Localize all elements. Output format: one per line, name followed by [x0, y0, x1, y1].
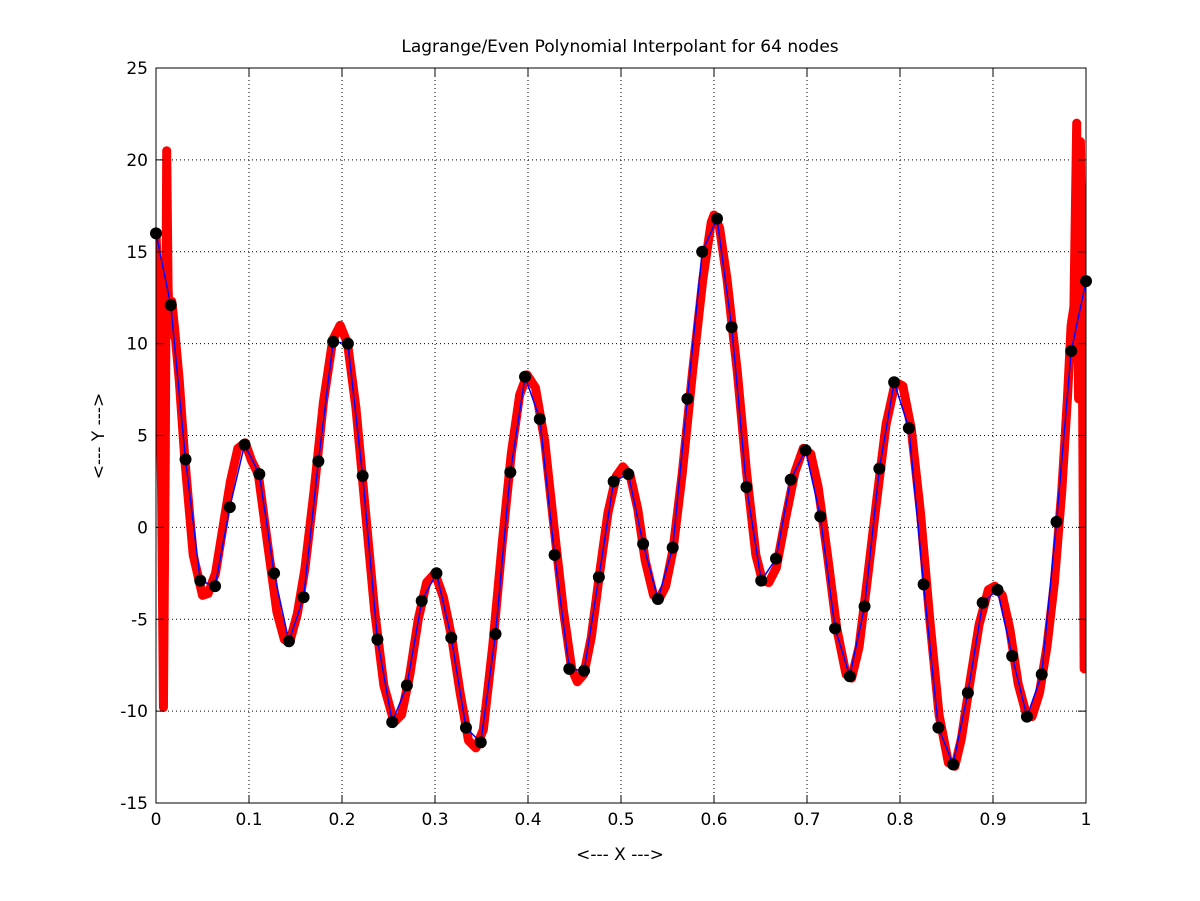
node-marker [902, 422, 915, 435]
node-marker [519, 370, 532, 383]
node-marker [932, 721, 945, 734]
function-line [156, 217, 1086, 766]
node-marker [592, 570, 605, 583]
y-tick-label: -15 [120, 794, 148, 814]
y-tick-label: 15 [126, 243, 148, 263]
node-marker [725, 321, 738, 334]
node-marker [312, 455, 325, 468]
x-tick-label: 0.6 [700, 810, 727, 830]
node-marker [947, 758, 960, 771]
node-marker [755, 574, 768, 587]
y-tick-label: 10 [126, 335, 148, 355]
tick-marks [155, 67, 1087, 804]
node-marker [253, 468, 266, 481]
y-tick-label: -10 [120, 702, 148, 722]
y-tick-label: 25 [126, 59, 148, 79]
node-marker [415, 594, 428, 607]
node-marker [961, 686, 974, 699]
node-marker [209, 580, 222, 593]
node-marker [400, 679, 413, 692]
node-marker [578, 664, 591, 677]
node-marker [164, 299, 177, 312]
y-tick-label: 20 [126, 151, 148, 171]
node-marker [1050, 515, 1063, 528]
node-marker [327, 335, 340, 348]
node-marker [681, 392, 694, 405]
node-marker [533, 412, 546, 425]
x-tick-label: 0.8 [886, 810, 913, 830]
node-marker [1065, 344, 1078, 357]
x-tick-label: 0 [151, 810, 162, 830]
node-marker [341, 337, 354, 350]
y-tick-label: 5 [137, 427, 148, 447]
y-tick-labels: -15 -10 -5 0 5 10 15 20 25 [120, 59, 148, 814]
node-marker [1020, 710, 1033, 723]
x-axis-label: <--- X ---> [576, 845, 664, 865]
node-marker [430, 567, 443, 580]
node-marker [784, 473, 797, 486]
grid [156, 68, 1086, 803]
node-marker [843, 670, 856, 683]
y-axis-label: <--- Y ---> [89, 393, 109, 480]
node-marker [223, 501, 236, 514]
node-marker [268, 567, 281, 580]
x-tick-label: 0.4 [514, 810, 541, 830]
x-tick-label: 1 [1081, 810, 1092, 830]
x-tick-label: 0.9 [979, 810, 1006, 830]
node-marker [297, 591, 310, 604]
node-marker [386, 716, 399, 729]
y-tick-label: -5 [131, 610, 148, 630]
node-marker [504, 466, 517, 479]
node-marker [888, 376, 901, 389]
node-marker [696, 245, 709, 258]
x-tick-label: 0.5 [607, 810, 634, 830]
x-tick-label: 0.2 [328, 810, 355, 830]
node-marker [770, 552, 783, 565]
y-tick-label: 0 [137, 518, 148, 538]
node-marker [282, 635, 295, 648]
node-marker [548, 548, 561, 561]
node-marker [194, 574, 207, 587]
node-marker [710, 212, 723, 225]
node-marker [799, 444, 812, 457]
node-marker [666, 541, 679, 554]
node-marker [858, 600, 871, 613]
node-marker [459, 721, 472, 734]
x-tick-label: 0.1 [235, 810, 262, 830]
node-marker [238, 438, 251, 451]
node-marker [445, 631, 458, 644]
node-marker [637, 537, 650, 550]
node-marker [917, 578, 930, 591]
node-marker [474, 736, 487, 749]
node-marker [622, 468, 635, 481]
node-marker [976, 596, 989, 609]
node-marker [873, 462, 886, 475]
node-marker [563, 662, 576, 675]
x-tick-labels: 0 0.1 0.2 0.3 0.4 0.5 0.6 0.7 0.8 0.9 1 [151, 810, 1092, 830]
node-marker [179, 453, 192, 466]
node-marker [371, 633, 384, 646]
marker-layer [150, 212, 1092, 771]
node-marker [1006, 650, 1019, 662]
x-tick-label: 0.3 [421, 810, 448, 830]
node-marker [829, 622, 842, 635]
node-marker [740, 480, 753, 493]
x-tick-label: 0.7 [793, 810, 820, 830]
node-marker [651, 593, 664, 606]
node-marker [356, 469, 369, 482]
node-marker [607, 475, 620, 488]
node-marker [814, 510, 827, 523]
node-marker [991, 583, 1004, 596]
chart-title: Lagrange/Even Polynomial Interpolant for… [401, 37, 838, 57]
node-marker [489, 627, 502, 640]
node-marker [1035, 668, 1048, 681]
series-layer [156, 118, 1086, 771]
